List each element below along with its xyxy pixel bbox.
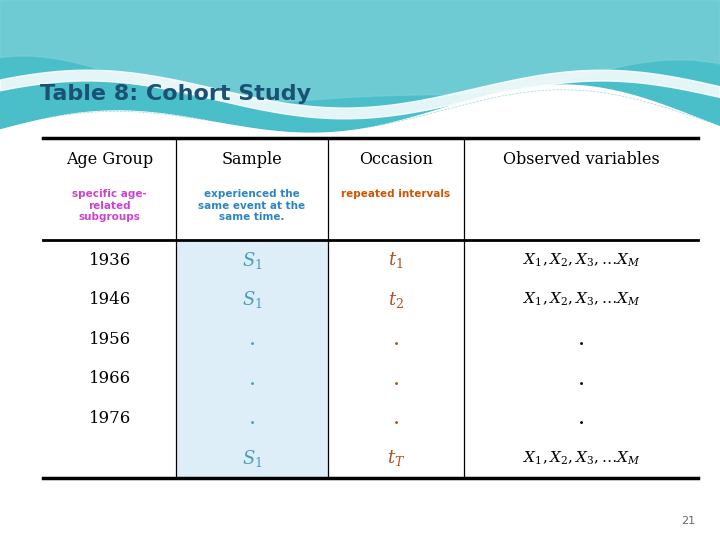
Text: .: . bbox=[392, 328, 400, 350]
Text: $S_1$: $S_1$ bbox=[242, 249, 262, 271]
Text: $t_2$: $t_2$ bbox=[388, 289, 404, 310]
Text: Table 8: Cohort Study: Table 8: Cohort Study bbox=[40, 84, 311, 105]
Text: .: . bbox=[578, 408, 585, 429]
Text: .: . bbox=[248, 368, 256, 390]
Text: $X_1, X_2, X_3, \ldots X_M$: $X_1, X_2, X_3, \ldots X_M$ bbox=[523, 291, 640, 308]
Text: .: . bbox=[578, 328, 585, 350]
FancyBboxPatch shape bbox=[176, 240, 328, 478]
Text: 1946: 1946 bbox=[89, 291, 131, 308]
Text: 1936: 1936 bbox=[89, 252, 131, 268]
Text: $X_1, X_2, X_3, \ldots X_M$: $X_1, X_2, X_3, \ldots X_M$ bbox=[523, 449, 640, 467]
Text: $S_1$: $S_1$ bbox=[242, 289, 262, 310]
Text: 1956: 1956 bbox=[89, 331, 131, 348]
Text: $t_1$: $t_1$ bbox=[388, 250, 404, 270]
Text: 1976: 1976 bbox=[89, 410, 131, 427]
Text: .: . bbox=[392, 368, 400, 390]
Text: Age Group: Age Group bbox=[66, 151, 153, 168]
Text: .: . bbox=[248, 328, 256, 350]
Text: .: . bbox=[578, 368, 585, 390]
Text: Sample: Sample bbox=[222, 151, 282, 168]
Text: Observed variables: Observed variables bbox=[503, 151, 660, 168]
Text: Occasion: Occasion bbox=[359, 151, 433, 168]
Text: 1966: 1966 bbox=[89, 370, 131, 387]
Text: 21: 21 bbox=[680, 516, 695, 526]
Text: $X_1, X_2, X_3, \ldots X_M$: $X_1, X_2, X_3, \ldots X_M$ bbox=[523, 252, 640, 269]
Text: experienced the
same event at the
same time.: experienced the same event at the same t… bbox=[199, 189, 305, 222]
Text: .: . bbox=[248, 408, 256, 429]
Text: specific age-
related
subgroups: specific age- related subgroups bbox=[73, 189, 147, 222]
Text: repeated intervals: repeated intervals bbox=[341, 189, 451, 199]
Text: $t_T$: $t_T$ bbox=[387, 448, 405, 468]
Text: $S_1$: $S_1$ bbox=[242, 448, 262, 469]
Text: .: . bbox=[392, 408, 400, 429]
